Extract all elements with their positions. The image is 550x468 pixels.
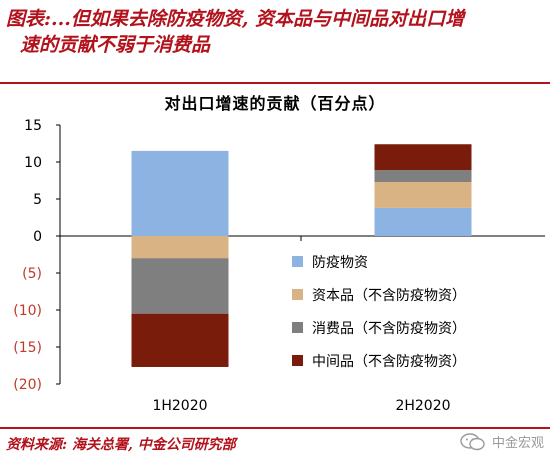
y-tick-label: (20): [13, 377, 42, 393]
bar-segment: [374, 170, 472, 182]
source-note: 资料来源: 海关总署, 中金公司研究部: [6, 437, 236, 453]
bar-segment: [374, 181, 472, 208]
chart-title: 对出口增速的贡献（百分点）: [164, 94, 386, 113]
wechat-icon: [460, 432, 485, 450]
legend-swatch: [292, 256, 303, 267]
y-tick-label: 5: [33, 192, 42, 208]
bar-segment: [131, 236, 229, 259]
legend-label: 中间品（不含防疫物资）: [312, 354, 466, 370]
legend-label: 消费品（不含防疫物资）: [312, 321, 466, 337]
legend-swatch: [292, 355, 303, 366]
bar-segment: [131, 258, 229, 314]
x-tick-label: 1H2020: [152, 398, 207, 414]
legend-swatch: [292, 289, 303, 300]
y-tick-label: (15): [13, 340, 42, 356]
legend-label: 资本品（不含防疫物资）: [312, 288, 466, 304]
watermark-text: 中金宏观: [491, 436, 544, 451]
bar-segment: [131, 313, 229, 367]
y-tick-label: 10: [24, 155, 42, 171]
legend-label: 防疫物资: [312, 255, 368, 271]
y-tick-label: 15: [24, 118, 42, 134]
y-tick-label: (5): [22, 266, 42, 282]
bar-segment: [374, 144, 472, 171]
caption-line-1: 图表:...但如果去除防疫物资, 资本品与中间品对出口增: [6, 8, 465, 30]
y-tick-label: 0: [33, 229, 42, 245]
bar-segment: [374, 207, 472, 236]
watermark: 中金宏观: [460, 432, 544, 451]
bars: [131, 144, 472, 367]
x-tick-label: 2H2020: [395, 398, 450, 414]
legend-swatch: [292, 322, 303, 333]
bar-segment: [131, 150, 229, 236]
caption-line-2: 速的贡献不弱于消费品: [20, 34, 211, 56]
top-divider: [0, 82, 550, 84]
report-caption: 图表:...但如果去除防疫物资, 资本品与中间品对出口增 速的贡献不弱于消费品: [6, 6, 546, 58]
y-tick-label: (10): [13, 303, 42, 319]
axes: 15 10 5 0 (5) (10) (15) (20) 1H2020 2H2020: [13, 118, 545, 414]
bottom-divider: [0, 427, 550, 429]
